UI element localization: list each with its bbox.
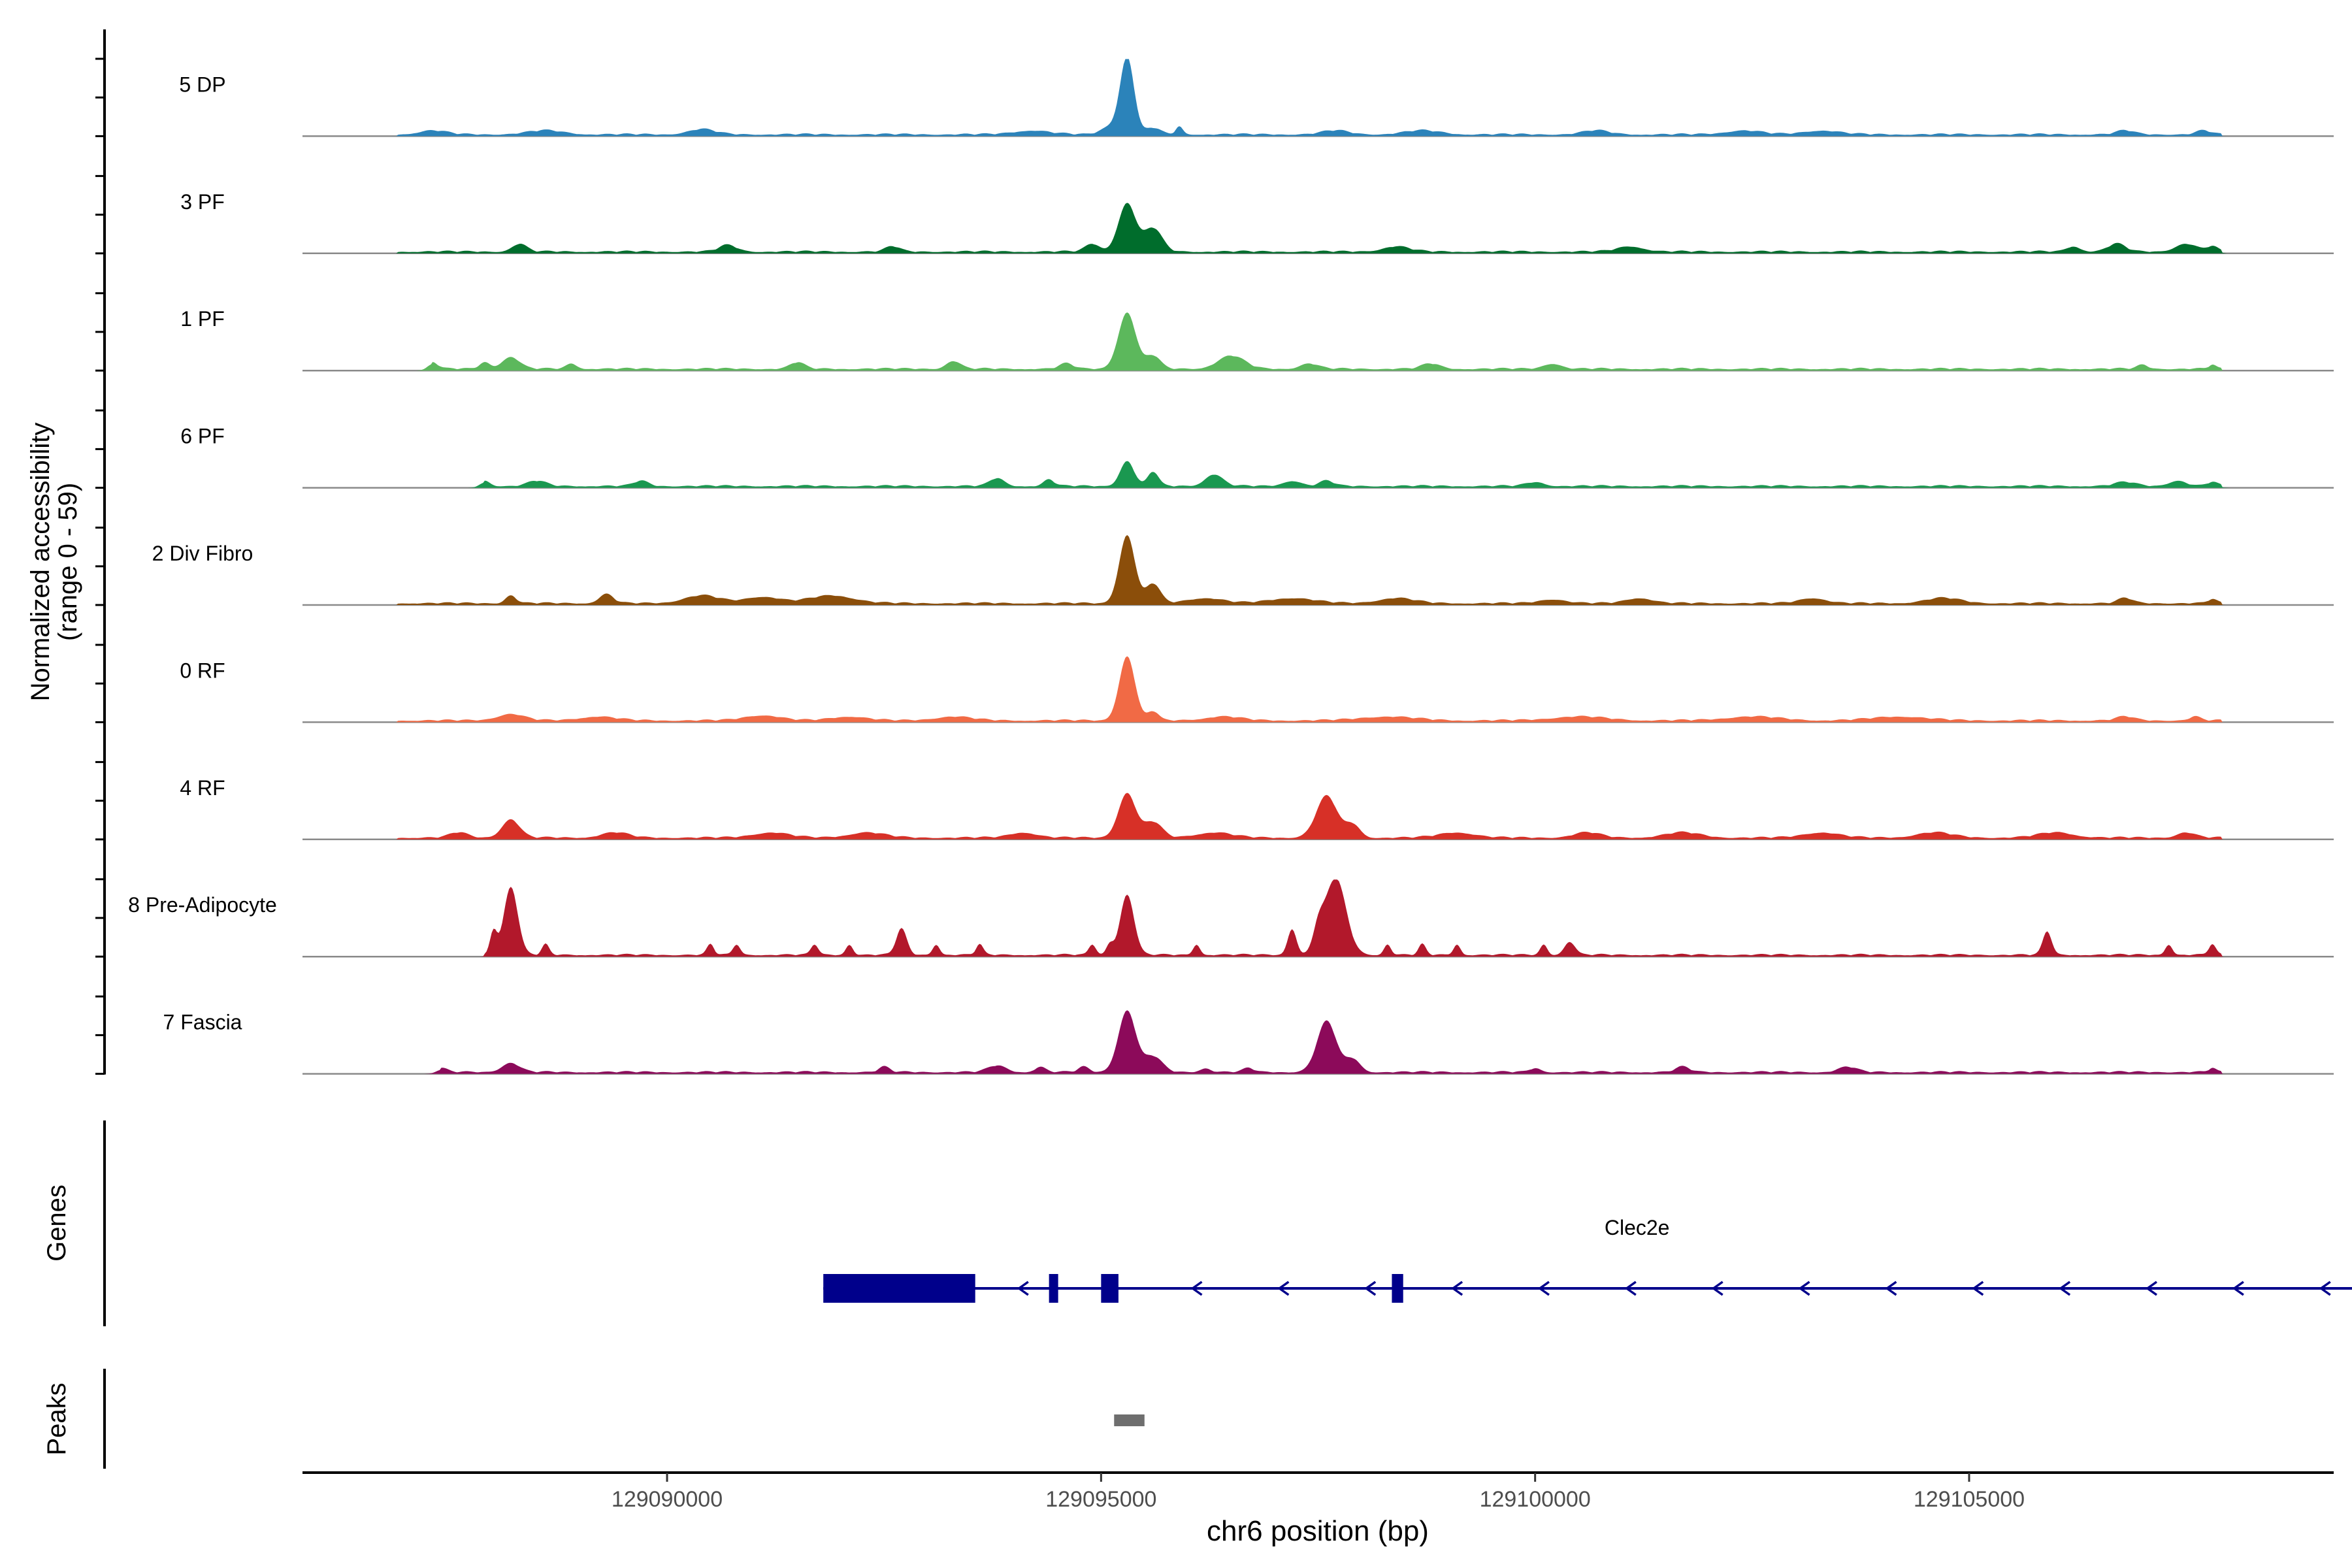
x-axis-ticks: 129090000 129095000 129100000 129105000	[612, 1473, 2025, 1512]
strand-arrow	[1017, 1281, 1029, 1296]
track-3-pf: 3 PF	[180, 190, 2334, 255]
x-tick-label: 129090000	[612, 1487, 723, 1512]
gene-exon	[1101, 1274, 1119, 1303]
track-label: 5 DP	[179, 73, 225, 96]
strand-arrow	[1711, 1281, 1723, 1296]
coverage-tracks: 5 DP 3 PF 1 PF 6 PF 2 Div Fibro 0 RF 4 RF 8 Pre…	[128, 59, 2334, 1075]
track-label: 0 RF	[180, 659, 225, 682]
strand-arrow	[2319, 1281, 2331, 1296]
gene-clec2e: Clec2e	[823, 1216, 2352, 1303]
y-axis-label-line1: Normalized accessibility	[26, 423, 55, 702]
gene-exon	[1392, 1274, 1403, 1303]
gene-exon	[1049, 1274, 1058, 1303]
track-label: 3 PF	[180, 190, 225, 214]
strand-arrow	[1364, 1281, 1377, 1296]
track-0-rf: 0 RF	[180, 656, 2334, 723]
peaks-label: Peaks	[42, 1382, 71, 1455]
coverage-area	[302, 203, 2334, 253]
strand-arrow	[1451, 1281, 1463, 1296]
gene-name: Clec2e	[1605, 1216, 1670, 1239]
coverage-area	[302, 656, 2334, 723]
strand-arrow	[1537, 1281, 1550, 1296]
track-2-div-fibro: 2 Div Fibro	[152, 534, 2334, 606]
strand-arrow	[1190, 1281, 1203, 1296]
coverage-area	[302, 59, 2334, 137]
track-5-dp: 5 DP	[179, 59, 2334, 137]
track-label: 7 Fascia	[163, 1011, 242, 1034]
track-label: 6 PF	[180, 425, 225, 448]
x-tick-label: 129100000	[1480, 1487, 1591, 1512]
coverage-area	[302, 792, 2334, 840]
track-label: 2 Div Fibro	[152, 542, 253, 565]
track-8-pre-adipocyte: 8 Pre-Adipocyte	[128, 879, 2334, 958]
coverage-area	[302, 879, 2334, 957]
x-axis-label: chr6 position (bp)	[1207, 1515, 1429, 1547]
track-label: 8 Pre-Adipocyte	[128, 893, 277, 917]
y-axis-label-line2: (range 0 - 59)	[54, 483, 82, 641]
strand-arrow	[1624, 1281, 1637, 1296]
track-4-rf: 4 RF	[180, 776, 2334, 841]
coverage-area	[302, 461, 2334, 488]
strand-arrow	[2145, 1281, 2158, 1296]
track-1-pf: 1 PF	[180, 307, 2334, 372]
strand-arrow	[1885, 1281, 1897, 1296]
peak-track	[1114, 1414, 1145, 1426]
coverage-area	[302, 1010, 2334, 1074]
accessibility-y-axis	[95, 29, 106, 1075]
strand-arrow	[1972, 1281, 1984, 1296]
genes-label: Genes	[42, 1184, 71, 1262]
gene-exon	[823, 1274, 975, 1303]
peak-region	[1114, 1414, 1145, 1426]
track-label: 1 PF	[180, 307, 225, 331]
x-tick-label: 129095000	[1045, 1487, 1156, 1512]
strand-arrow	[2232, 1281, 2244, 1296]
strand-arrow	[1798, 1281, 1810, 1296]
strand-arrow	[1277, 1281, 1290, 1296]
x-tick-label: 129105000	[1914, 1487, 2025, 1512]
track-6-pf: 6 PF	[180, 425, 2334, 489]
coverage-area	[302, 312, 2334, 371]
track-label: 4 RF	[180, 776, 225, 800]
strand-arrow	[2059, 1281, 2071, 1296]
track-7-fascia: 7 Fascia	[163, 1010, 2334, 1075]
coverage-area	[302, 534, 2334, 605]
gene-track: Clec2e	[823, 1216, 2352, 1303]
